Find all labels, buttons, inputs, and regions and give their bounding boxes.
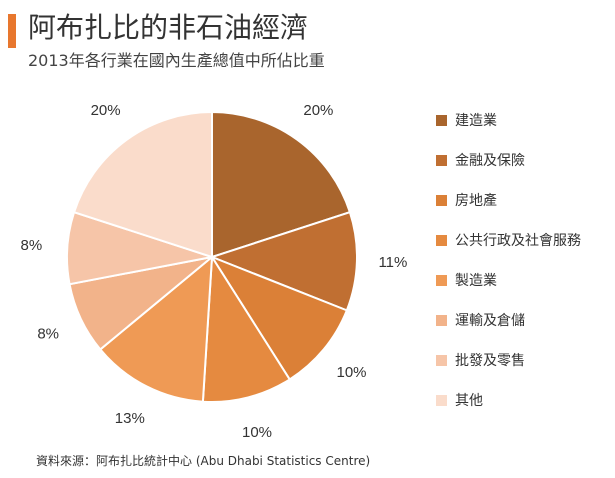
slice-value-label: 13% xyxy=(115,410,145,427)
slice-value-label: 8% xyxy=(37,326,59,343)
legend-swatch xyxy=(436,234,447,246)
legend-label: 金融及保險 xyxy=(455,153,525,169)
legend-item: 製造業 xyxy=(436,270,497,290)
pie-slice xyxy=(201,253,292,403)
title-accent-bar xyxy=(8,14,16,48)
pie-slice xyxy=(211,110,352,259)
legend-swatch xyxy=(436,394,447,406)
slice-value-label: 10% xyxy=(242,424,272,441)
source-note: 資料來源：阿布扎比統計中心 (Abu Dhabi Statistics Cent… xyxy=(36,454,371,468)
legend-item: 其他 xyxy=(436,390,483,410)
legend-swatch xyxy=(436,114,447,126)
legend-item: 金融及保險 xyxy=(436,150,525,170)
legend-swatch xyxy=(436,154,447,166)
pie-slice xyxy=(209,210,358,312)
legend-label: 其他 xyxy=(455,393,483,409)
legend-label: 運輸及倉儲 xyxy=(455,313,525,329)
legend-item: 運輸及倉儲 xyxy=(436,310,525,330)
chart-subtitle: 2013年各行業在國內生產總值中所佔比重 xyxy=(28,51,325,70)
pie-slice xyxy=(72,110,213,259)
legend-item: 公共行政及社會服務 xyxy=(436,230,581,250)
slice-value-label: 8% xyxy=(21,237,43,254)
legend-label: 批發及零售 xyxy=(455,353,525,369)
legend-label: 公共行政及社會服務 xyxy=(455,233,581,249)
slice-value-label: 20% xyxy=(91,102,121,119)
legend-swatch xyxy=(436,194,447,206)
pie-slice xyxy=(209,254,349,381)
legend-label: 建造業 xyxy=(455,113,497,129)
slice-value-label: 10% xyxy=(336,364,366,381)
chart-title: 阿布扎比的非石油經濟 xyxy=(28,11,309,44)
legend-swatch xyxy=(436,354,447,366)
legend-label: 房地產 xyxy=(455,193,497,209)
legend-item: 建造業 xyxy=(436,110,497,130)
slice-value-label: 20% xyxy=(303,102,333,119)
legend-item: 房地產 xyxy=(436,190,497,210)
legend-swatch xyxy=(436,274,447,286)
legend-swatch xyxy=(436,314,447,326)
legend-item: 批發及零售 xyxy=(436,350,525,370)
pie-slice xyxy=(98,254,214,403)
slice-value-label: 11% xyxy=(378,254,407,271)
legend-label: 製造業 xyxy=(455,273,497,289)
